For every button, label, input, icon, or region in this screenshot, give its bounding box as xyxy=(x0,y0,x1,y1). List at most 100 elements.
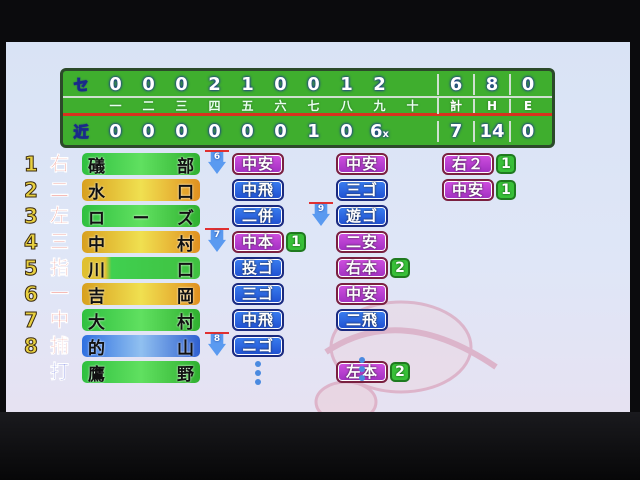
inning-score: 0 xyxy=(307,73,320,95)
inning-marker-arrow-icon: 7 xyxy=(205,228,229,254)
rbi-badge: 1 xyxy=(286,232,306,252)
at-bat-result: 二併 xyxy=(232,205,284,227)
player-name[interactable]: 吉岡 xyxy=(82,283,200,307)
inning-header: 一 xyxy=(109,99,122,113)
inning-marker-arrow-icon: 8 xyxy=(205,332,229,358)
batting-order: 8 xyxy=(24,334,39,359)
inning-score: 0 xyxy=(142,120,155,142)
team-label: セ xyxy=(73,75,89,94)
name-char: ー xyxy=(132,208,150,229)
player-name[interactable]: 中村 xyxy=(82,231,200,255)
inning-header: 三 xyxy=(175,99,188,113)
inning-header: 八 xyxy=(340,99,353,113)
name-char: 部 xyxy=(177,156,194,177)
player-name[interactable]: ローズ xyxy=(82,205,200,229)
rbi-badge: 1 xyxy=(496,180,516,200)
name-char: 山 xyxy=(177,338,194,359)
inning-number: 9 xyxy=(317,204,325,214)
inning-score: 0 xyxy=(208,120,221,142)
name-char: ロ xyxy=(88,208,105,229)
inning-score: 1 xyxy=(340,73,353,95)
name-char: 大 xyxy=(88,312,105,333)
lineup-row: 6 一吉岡三ゴ 中安 xyxy=(22,282,502,307)
lineup-row: 5 指川口投ゴ 右本 2 xyxy=(22,256,502,281)
batting-order: 1 xyxy=(24,152,39,177)
name-char: 的 xyxy=(88,338,105,359)
lineup-row: 打鷹野左本 2 xyxy=(22,360,502,385)
at-bat-result: 三ゴ xyxy=(336,179,388,201)
player-name[interactable]: 水口 xyxy=(82,179,200,203)
hits-total: 8 xyxy=(473,73,509,95)
inning-number: 7 xyxy=(213,230,221,240)
lineup-row: 1 右礒部中安 中安 右２ 1 xyxy=(22,152,516,177)
at-bat-result: 中飛 xyxy=(232,309,284,331)
total-header: H xyxy=(473,98,509,113)
inning-score: 1 xyxy=(241,73,254,95)
lineup-row: 8 捕的山ニゴ xyxy=(22,334,502,359)
inning-number: 8 xyxy=(213,334,221,344)
name-char: 村 xyxy=(177,234,194,255)
name-char: 鷹 xyxy=(88,364,105,385)
name-char: 水 xyxy=(88,182,105,203)
at-bat-result: 二飛 xyxy=(336,309,388,331)
inning-header: 五 xyxy=(241,99,254,113)
batting-order: 4 xyxy=(24,230,39,255)
runs-total: 7 xyxy=(437,120,473,142)
inning-number: 6 xyxy=(213,152,221,162)
player-name[interactable]: 礒部 xyxy=(82,153,200,177)
inning-score: 0 xyxy=(109,73,122,95)
player-name[interactable]: 大村 xyxy=(82,309,200,333)
scoreboard: セ 0 0 0 2 1 0 0 1 2 6 8 0 一 二 三 四 五 六 七 … xyxy=(60,68,555,148)
at-bat-result: 右２ xyxy=(442,153,494,175)
continuation-dots-icon xyxy=(254,360,262,386)
batting-order: 5 xyxy=(24,256,39,281)
fielding-position: 打 xyxy=(50,361,70,384)
batting-order: 6 xyxy=(24,282,39,307)
name-char: ズ xyxy=(177,208,194,229)
at-bat-result: 中安 xyxy=(336,153,388,175)
inning-score: 0 xyxy=(274,73,287,95)
fielding-position: 指 xyxy=(50,257,70,280)
fielding-position: 二 xyxy=(50,179,70,202)
at-bat-result: 三ゴ xyxy=(232,283,284,305)
rbi-badge: 1 xyxy=(496,154,516,174)
player-name[interactable]: 川口 xyxy=(82,257,200,281)
errors-total: 0 xyxy=(509,120,545,142)
lineup-row: 2 二水口中飛 三ゴ 中安 1 xyxy=(22,178,516,203)
at-bat-result: 中安 xyxy=(232,153,284,175)
lineup-row: 7 中大村 中飛 二飛 xyxy=(22,308,502,333)
name-char: 川 xyxy=(88,260,105,281)
name-char: 口 xyxy=(177,182,194,203)
lineup-row: 4 三中村中本 1 二安 xyxy=(22,230,502,255)
player-name[interactable]: 鷹野 xyxy=(82,361,200,385)
inning-score: 2 xyxy=(373,73,386,95)
tv-bezel xyxy=(0,412,640,480)
name-char: 中 xyxy=(88,234,105,255)
inning-score: 0 xyxy=(241,120,254,142)
name-char: 礒 xyxy=(88,156,105,177)
inning-header: 六 xyxy=(274,99,287,113)
at-bat-result: 二安 xyxy=(336,231,388,253)
fielding-position: 一 xyxy=(50,283,70,306)
name-char: 野 xyxy=(177,364,194,385)
fielding-position: 捕 xyxy=(50,335,70,358)
fielding-position: 中 xyxy=(50,309,70,332)
at-bat-result: 投ゴ xyxy=(232,257,284,279)
lineup-row: 3 左ロ ー ズ 二併 遊ゴ xyxy=(22,204,502,229)
batting-order: 2 xyxy=(24,178,39,203)
errors-total: 0 xyxy=(509,73,545,95)
inning-score: 1 xyxy=(307,120,320,142)
at-bat-result: 中本 xyxy=(232,231,284,253)
inning-score: 0 xyxy=(175,120,188,142)
inning-header: 四 xyxy=(208,99,221,113)
batting-order: 7 xyxy=(24,308,39,333)
name-char: 口 xyxy=(177,260,194,281)
inning-score: 0 xyxy=(142,73,155,95)
inning-marker-arrow-icon: 6 xyxy=(205,150,229,176)
at-bat-result: 左本 xyxy=(336,361,388,383)
at-bat-result: 遊ゴ xyxy=(336,205,388,227)
fielding-position: 右 xyxy=(50,153,70,176)
continuation-dots-icon xyxy=(358,356,366,382)
player-name[interactable]: 的山 xyxy=(82,335,200,359)
inning-score: 6x xyxy=(370,120,389,142)
